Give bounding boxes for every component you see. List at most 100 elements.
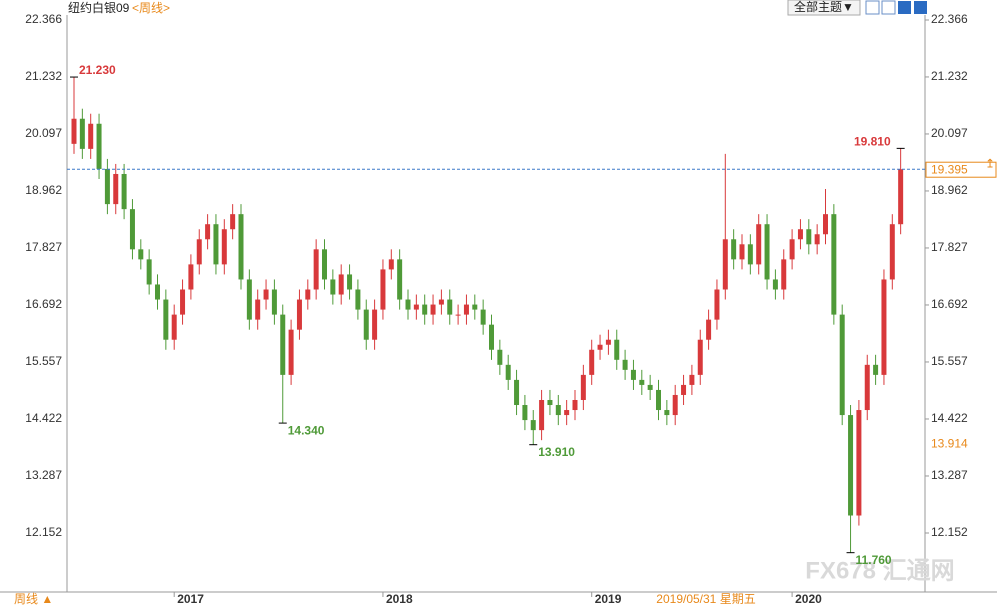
candle-body bbox=[647, 384, 653, 390]
candle-body bbox=[831, 214, 837, 315]
y-tick-label-right: 15.557 bbox=[931, 354, 968, 368]
candle-body bbox=[455, 314, 461, 316]
candle-body bbox=[681, 384, 687, 395]
extreme-label: 14.340 bbox=[288, 423, 325, 437]
symbol-title: 纽约白银09 bbox=[68, 0, 130, 15]
candle-body bbox=[330, 279, 336, 295]
y-tick-label: 15.557 bbox=[25, 354, 62, 368]
candle-body bbox=[347, 274, 353, 290]
candle-body bbox=[480, 309, 486, 325]
candle-body bbox=[747, 244, 753, 265]
candle-body bbox=[255, 299, 261, 320]
candle-body bbox=[397, 259, 403, 300]
candle-body bbox=[622, 359, 628, 370]
candle-body bbox=[380, 269, 386, 310]
candle-body bbox=[697, 339, 703, 375]
candle-body bbox=[221, 229, 227, 265]
candle-body bbox=[230, 214, 236, 230]
crosshair-date: 2019/05/31 星期五 bbox=[656, 592, 755, 606]
candle-body bbox=[848, 415, 854, 516]
candle-body bbox=[129, 209, 135, 250]
x-tick-label: 2017 bbox=[177, 592, 204, 606]
candle-body bbox=[839, 314, 845, 416]
toolbar-icons bbox=[865, 0, 927, 15]
candle-body bbox=[163, 299, 169, 340]
price-tag bbox=[925, 161, 997, 178]
candle-body bbox=[263, 289, 269, 300]
candle-body bbox=[539, 399, 545, 431]
y-tick-label-right: 17.827 bbox=[931, 240, 968, 254]
candle-body bbox=[104, 168, 110, 205]
candle-body bbox=[322, 249, 327, 280]
y-tick-label-right: 12.152 bbox=[931, 525, 968, 539]
candle-body bbox=[88, 123, 94, 149]
candle-body bbox=[597, 344, 603, 350]
candle-body bbox=[96, 123, 102, 169]
candle-body bbox=[155, 284, 160, 300]
candle-body bbox=[514, 379, 520, 406]
theme-button-label[interactable]: 全部主题▼ bbox=[794, 0, 854, 14]
y-tick-label: 21.232 bbox=[25, 69, 62, 83]
candle-body bbox=[463, 304, 469, 315]
candle-body bbox=[180, 289, 186, 315]
candle-body bbox=[756, 224, 762, 265]
icon[interactable] bbox=[881, 0, 896, 15]
candle-body bbox=[238, 214, 244, 280]
marker-label: 13.914 bbox=[931, 437, 968, 451]
icon[interactable] bbox=[898, 1, 911, 14]
theme-button[interactable] bbox=[787, 0, 861, 16]
candle-body bbox=[113, 173, 119, 205]
candle-body bbox=[656, 389, 661, 411]
y-tick-label-right: 20.097 bbox=[931, 126, 968, 140]
candle-body bbox=[580, 374, 586, 400]
candle-body bbox=[355, 289, 361, 310]
y-tick-label: 16.692 bbox=[25, 297, 62, 311]
extreme-label: 11.760 bbox=[856, 553, 892, 567]
price-tag-label: 19.395 bbox=[931, 162, 968, 176]
period-button[interactable]: 周线 ▲ bbox=[14, 592, 53, 606]
candle-body bbox=[405, 299, 411, 310]
candle-body bbox=[489, 324, 494, 350]
candle-body bbox=[739, 244, 745, 260]
candle-body bbox=[714, 289, 720, 320]
candle-body bbox=[881, 279, 887, 375]
y-tick-label-right: 13.287 bbox=[931, 468, 968, 482]
candle-body bbox=[372, 309, 378, 340]
extreme-label: 13.910 bbox=[538, 445, 575, 459]
candle-body bbox=[898, 169, 904, 225]
y-tick-label: 22.366 bbox=[25, 12, 62, 26]
y-tick-label-right: 14.422 bbox=[931, 411, 968, 425]
x-tick-label: 2020 bbox=[795, 592, 822, 606]
candle-body bbox=[196, 239, 202, 265]
y-tick-label: 17.827 bbox=[25, 240, 62, 254]
candle-body bbox=[296, 299, 302, 330]
y-tick-label: 14.422 bbox=[25, 411, 62, 425]
icon[interactable] bbox=[914, 1, 927, 14]
candle-body bbox=[689, 374, 695, 385]
candle-body bbox=[856, 410, 862, 516]
candle-body bbox=[731, 239, 737, 260]
candle-body bbox=[472, 304, 478, 310]
candle-body bbox=[363, 309, 369, 340]
extreme-label: 19.810 bbox=[854, 135, 891, 149]
candle-body bbox=[246, 279, 252, 320]
candle-body bbox=[438, 299, 444, 305]
y-tick-label: 18.962 bbox=[25, 183, 62, 197]
candle-body bbox=[572, 399, 578, 411]
candle-body bbox=[639, 379, 645, 385]
candle-body bbox=[672, 394, 678, 416]
candle-body bbox=[873, 364, 879, 375]
candle-body bbox=[789, 239, 795, 260]
candle-body bbox=[313, 249, 319, 290]
icon[interactable] bbox=[865, 0, 880, 15]
candle-body bbox=[205, 224, 211, 240]
candle-body bbox=[614, 339, 620, 360]
candle-body bbox=[889, 224, 895, 280]
candle-body bbox=[706, 319, 712, 340]
candle-body bbox=[497, 349, 503, 365]
candle-body bbox=[781, 259, 787, 290]
y-tick-label: 13.287 bbox=[25, 468, 62, 482]
y-tick-label-right: 16.692 bbox=[931, 297, 968, 311]
